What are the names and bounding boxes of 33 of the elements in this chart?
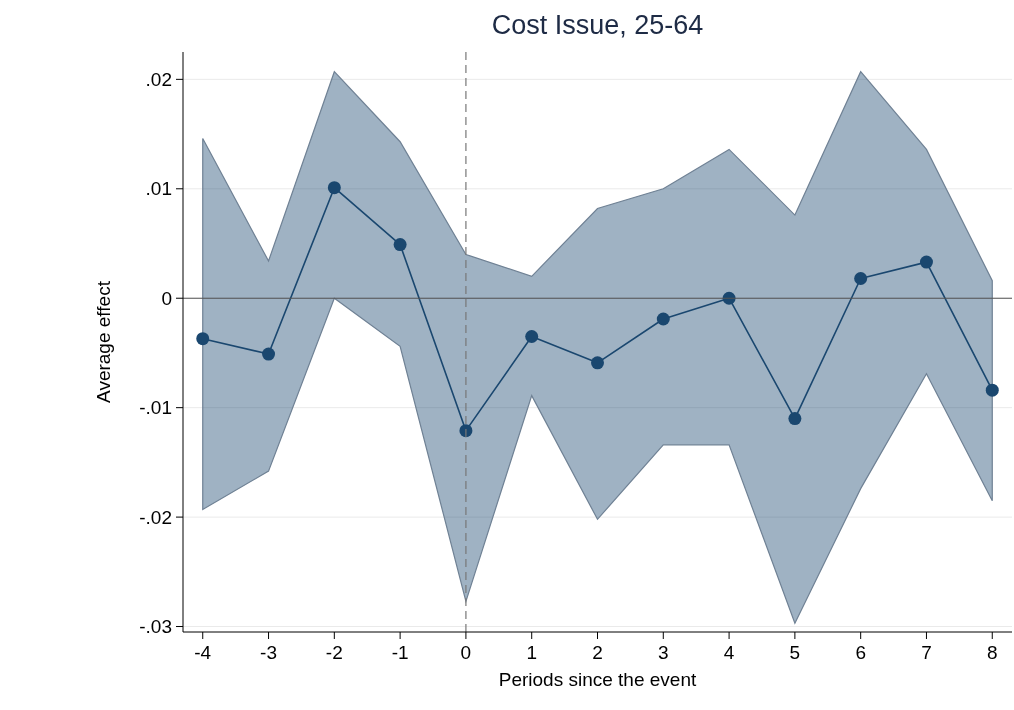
chart-title: Cost Issue, 25-64 [491,10,704,40]
x-tick-label: 0 [460,642,472,663]
point [525,330,539,344]
y-axis-title: Average effect [93,280,114,403]
x-tick-label: 3 [658,642,669,663]
y-tick-label: .01 [145,178,172,200]
point [393,238,407,252]
x-tick-label: -3 [260,642,277,663]
point [919,255,933,269]
point [985,383,999,397]
x-tick-label: 6 [855,642,866,663]
point [327,181,341,195]
point [788,412,802,426]
x-tick-label: -2 [325,642,343,663]
point [656,312,670,326]
point [854,272,868,286]
y-tick-label: -.01 [139,397,172,419]
point [196,332,210,346]
y-tick-label: -.02 [139,506,172,528]
x-tick-label: 5 [789,642,801,663]
y-tick-label: .02 [145,69,172,91]
point [262,347,276,361]
x-tick-label: 1 [526,642,537,663]
y-tick-label: -.03 [139,616,172,638]
x-tick-label: 4 [723,642,735,663]
x-tick-label: 8 [986,642,998,663]
x-tick-label: 2 [592,642,603,663]
x-tick-label: 7 [921,642,932,663]
x-axis-title: Periods since the event [498,669,697,690]
x-tick-label: -1 [391,642,409,663]
point [591,356,604,370]
x-tick-label: -4 [194,642,212,663]
y-tick-label: 0 [161,287,172,309]
